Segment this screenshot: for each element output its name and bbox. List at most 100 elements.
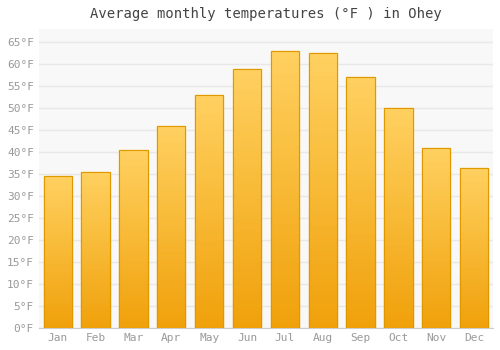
Bar bbox=[157, 243, 186, 247]
Bar bbox=[308, 180, 337, 185]
Bar bbox=[346, 243, 375, 248]
Bar bbox=[308, 108, 337, 114]
Bar bbox=[270, 51, 299, 328]
Bar bbox=[82, 228, 110, 231]
Bar bbox=[270, 206, 299, 212]
Bar bbox=[157, 280, 186, 284]
Bar bbox=[270, 101, 299, 106]
Bar bbox=[346, 268, 375, 273]
Bar bbox=[346, 323, 375, 328]
Bar bbox=[346, 163, 375, 168]
Bar bbox=[384, 298, 412, 302]
Bar bbox=[44, 322, 72, 325]
Bar bbox=[82, 269, 110, 272]
Bar bbox=[44, 298, 72, 301]
Bar bbox=[195, 95, 224, 100]
Bar bbox=[44, 225, 72, 228]
Bar bbox=[82, 278, 110, 281]
Bar bbox=[422, 166, 450, 169]
Bar bbox=[422, 314, 450, 317]
Bar bbox=[308, 246, 337, 251]
Bar bbox=[82, 262, 110, 266]
Bar bbox=[422, 310, 450, 314]
Bar bbox=[346, 218, 375, 223]
Bar bbox=[195, 291, 224, 295]
Bar bbox=[157, 178, 186, 182]
Bar bbox=[157, 308, 186, 312]
Bar bbox=[233, 120, 261, 126]
Bar bbox=[422, 278, 450, 281]
Bar bbox=[460, 171, 488, 174]
Bar bbox=[346, 92, 375, 98]
Bar bbox=[270, 256, 299, 262]
Bar bbox=[270, 223, 299, 229]
Bar bbox=[308, 163, 337, 169]
Bar bbox=[384, 236, 412, 240]
Bar bbox=[384, 289, 412, 293]
Bar bbox=[44, 222, 72, 225]
Bar bbox=[233, 152, 261, 157]
Bar bbox=[308, 70, 337, 75]
Bar bbox=[44, 231, 72, 234]
Bar bbox=[82, 294, 110, 297]
Bar bbox=[346, 223, 375, 228]
Bar bbox=[44, 246, 72, 249]
Bar bbox=[82, 288, 110, 291]
Bar bbox=[270, 84, 299, 90]
Bar bbox=[270, 106, 299, 112]
Bar bbox=[195, 165, 224, 170]
Bar bbox=[233, 94, 261, 100]
Bar bbox=[270, 289, 299, 295]
Bar bbox=[157, 170, 186, 174]
Bar bbox=[460, 251, 488, 254]
Bar bbox=[422, 281, 450, 285]
Bar bbox=[270, 57, 299, 62]
Bar bbox=[422, 213, 450, 216]
Bar bbox=[195, 221, 224, 226]
Bar bbox=[195, 267, 224, 272]
Bar bbox=[157, 203, 186, 207]
Bar bbox=[119, 239, 148, 243]
Bar bbox=[157, 251, 186, 256]
Bar bbox=[460, 238, 488, 242]
Bar bbox=[346, 178, 375, 183]
Bar bbox=[308, 207, 337, 213]
Bar bbox=[195, 226, 224, 230]
Bar bbox=[422, 299, 450, 303]
Bar bbox=[119, 282, 148, 286]
Bar bbox=[82, 303, 110, 306]
Bar bbox=[422, 162, 450, 166]
Bar bbox=[384, 293, 412, 298]
Bar bbox=[460, 318, 488, 322]
Bar bbox=[384, 166, 412, 170]
Bar bbox=[308, 262, 337, 268]
Bar bbox=[195, 146, 224, 151]
Bar bbox=[233, 276, 261, 281]
Bar bbox=[82, 200, 110, 203]
Bar bbox=[308, 136, 337, 141]
Bar bbox=[346, 203, 375, 208]
Bar bbox=[119, 225, 148, 229]
Bar bbox=[233, 281, 261, 287]
Bar bbox=[119, 253, 148, 257]
Bar bbox=[270, 79, 299, 84]
Bar bbox=[422, 252, 450, 256]
Bar bbox=[384, 108, 412, 113]
Bar bbox=[460, 190, 488, 193]
Bar bbox=[195, 170, 224, 174]
Bar bbox=[119, 175, 148, 178]
Bar bbox=[270, 284, 299, 289]
Bar bbox=[270, 162, 299, 167]
Bar bbox=[422, 296, 450, 299]
Bar bbox=[195, 305, 224, 309]
Bar bbox=[308, 279, 337, 284]
Bar bbox=[460, 232, 488, 235]
Bar bbox=[195, 193, 224, 198]
Bar bbox=[308, 141, 337, 147]
Bar bbox=[384, 174, 412, 179]
Bar bbox=[195, 128, 224, 132]
Bar bbox=[346, 208, 375, 213]
Bar bbox=[157, 166, 186, 170]
Bar bbox=[233, 126, 261, 131]
Bar bbox=[195, 95, 224, 328]
